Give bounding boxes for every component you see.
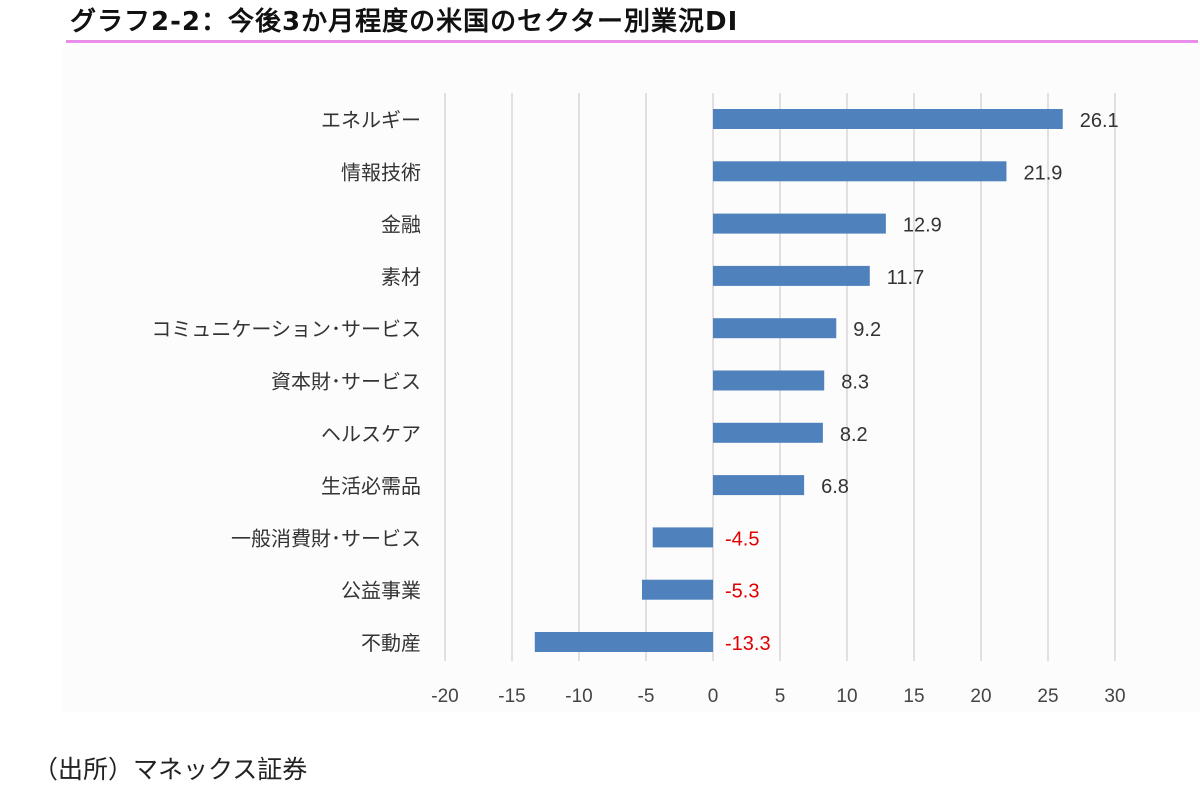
data-label: 21.9 <box>1023 162 1062 184</box>
source-note: （出所）マネックス証券 <box>33 755 308 784</box>
data-label: -13.3 <box>725 633 771 655</box>
x-tick-label: 5 <box>775 686 786 707</box>
x-tick-label: -15 <box>498 686 525 707</box>
bar <box>713 318 837 339</box>
bar <box>713 213 886 234</box>
category-label: 金融 <box>381 213 421 237</box>
bar-chart: エネルギー情報技術金融素材コミュニケーション･サービス資本財･サービスヘルスケア… <box>151 93 1126 707</box>
x-tick-label: -5 <box>638 686 655 707</box>
x-tick-label: 25 <box>1037 686 1058 707</box>
category-label: 一般消費財･サービス <box>231 526 421 550</box>
category-label: エネルギー <box>321 108 421 132</box>
x-tick-label: 20 <box>970 686 991 707</box>
bar <box>713 370 825 391</box>
category-labels: エネルギー情報技術金融素材コミュニケーション･サービス資本財･サービスヘルスケア… <box>151 108 421 655</box>
category-label: 公益事業 <box>341 579 421 603</box>
data-label: 6.8 <box>821 476 849 498</box>
bar <box>713 422 823 443</box>
x-tick-label: -10 <box>565 686 592 707</box>
category-label: 不動産 <box>361 631 421 655</box>
title-underline <box>66 40 1198 43</box>
category-label: 生活必需品 <box>321 474 421 498</box>
data-label: 8.3 <box>841 372 869 394</box>
data-label: 26.1 <box>1080 110 1119 132</box>
x-tick-label: 15 <box>903 686 924 707</box>
bar <box>652 527 713 548</box>
category-label: ヘルスケア <box>321 422 421 446</box>
bar <box>713 161 1007 182</box>
bar <box>641 579 713 600</box>
x-axis-tick-labels: -20 -15 -10 -5 0 5 10 15 20 25 30 <box>431 686 1125 707</box>
data-label: -4.5 <box>725 528 759 550</box>
data-label: 8.2 <box>840 424 868 446</box>
x-tick-label: -20 <box>431 686 458 707</box>
category-label: 情報技術 <box>341 160 421 184</box>
category-label: 資本財･サービス <box>271 370 421 394</box>
x-tick-label: 30 <box>1104 686 1125 707</box>
x-tick-label: 10 <box>836 686 857 707</box>
category-label: 素材 <box>381 265 421 289</box>
category-label: コミュニケーション･サービス <box>151 317 421 341</box>
bar <box>713 109 1063 129</box>
chart-title: グラフ2-2：今後3か月程度の米国のセクター別業況DI <box>70 7 739 37</box>
data-label: 9.2 <box>853 319 881 341</box>
bar <box>534 632 713 652</box>
x-tick-label: 0 <box>708 686 719 707</box>
bars <box>534 109 1063 652</box>
bar <box>713 265 870 286</box>
data-label: -5.3 <box>725 581 759 603</box>
value-labels: 26.1 21.9 12.9 11.7 9.2 8.3 8.2 6.8 -4.5 -5.3 -13.… <box>725 110 1119 655</box>
data-label: 11.7 <box>887 267 924 289</box>
bar <box>713 475 805 496</box>
data-label: 12.9 <box>903 215 942 237</box>
chart-panel: エネルギー情報技術金融素材コミュニケーション･サービス資本財･サービスヘルスケア… <box>62 48 1200 712</box>
